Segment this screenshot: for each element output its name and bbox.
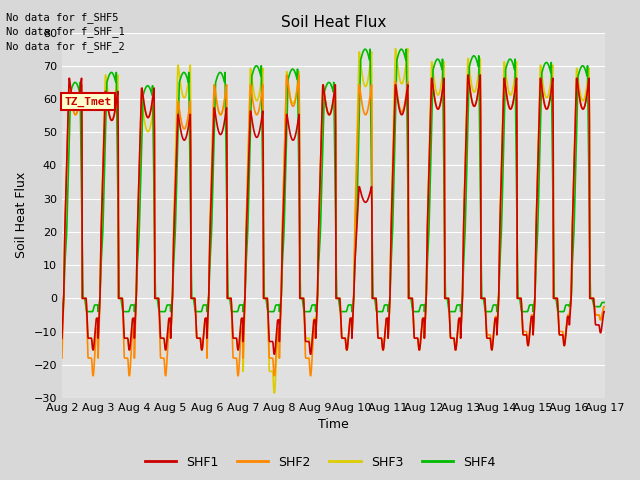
SHF1: [602, 309, 609, 314]
Line: SHF2: SHF2: [62, 75, 605, 376]
SHF4: [166, 302, 173, 308]
Text: No data for f_SHF_2: No data for f_SHF_2: [6, 41, 125, 52]
Legend: SHF1, SHF2, SHF3, SHF4: SHF1, SHF2, SHF3, SHF4: [140, 451, 500, 474]
SHF2: [538, 82, 545, 87]
SHF3: [179, 93, 187, 98]
SHF4: [58, 309, 66, 314]
SHF3: [392, 46, 399, 51]
SHF4: [602, 300, 609, 305]
SHF3: [240, 353, 248, 359]
SHF3: [419, 316, 426, 322]
SHF3: [58, 336, 66, 341]
SHF1: [179, 135, 187, 141]
Y-axis label: Soil Heat Flux: Soil Heat Flux: [15, 172, 28, 258]
SHF1: [419, 320, 426, 326]
SHF2: [90, 373, 97, 379]
SHF2: [283, 72, 291, 78]
SHF3: [538, 69, 545, 74]
Text: TZ_Tmet: TZ_Tmet: [65, 97, 112, 107]
SHF2: [179, 125, 187, 131]
Line: SHF3: SHF3: [62, 48, 605, 393]
SHF1: [465, 72, 472, 78]
SHF3: [271, 390, 278, 396]
SHF1: [490, 333, 497, 338]
SHF4: [179, 70, 187, 76]
SHF2: [166, 325, 173, 331]
Line: SHF1: SHF1: [62, 75, 605, 354]
Text: No data for f_SHF5: No data for f_SHF5: [6, 12, 119, 23]
SHF2: [58, 355, 66, 361]
SHF4: [537, 99, 545, 105]
SHF3: [166, 315, 173, 321]
SHF2: [240, 330, 248, 336]
SHF1: [271, 351, 278, 357]
SHF4: [489, 302, 497, 308]
SHF4: [419, 302, 426, 308]
SHF1: [240, 330, 248, 336]
SHF1: [166, 315, 173, 321]
SHF2: [602, 304, 609, 310]
SHF3: [490, 333, 497, 338]
SHF3: [602, 304, 609, 310]
SHF2: [419, 316, 426, 322]
SHF2: [490, 330, 497, 336]
SHF1: [58, 336, 66, 341]
Title: Soil Heat Flux: Soil Heat Flux: [281, 15, 387, 30]
SHF4: [240, 306, 248, 312]
Line: SHF4: SHF4: [62, 49, 605, 312]
SHF1: [538, 82, 545, 87]
SHF4: [366, 46, 374, 52]
X-axis label: Time: Time: [318, 419, 349, 432]
Text: No data for f_SHF_1: No data for f_SHF_1: [6, 26, 125, 37]
